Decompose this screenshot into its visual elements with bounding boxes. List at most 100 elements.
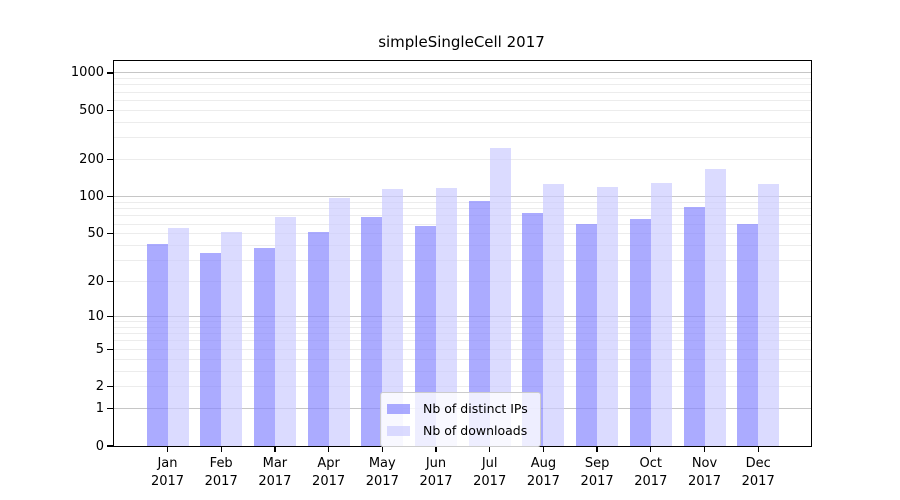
y-axis-tick-label: 200 [79, 152, 104, 168]
bar-distinct-ips-may [361, 216, 383, 446]
x-axis-tick-label: Jul 2017 [473, 456, 507, 489]
y-axis-tick [107, 196, 113, 198]
legend-item-downloads: Nb of downloads [387, 421, 528, 440]
legend-label-downloads: Nb of downloads [423, 423, 528, 438]
minor-gridline [114, 109, 811, 111]
bar-distinct-ips-jan [146, 244, 168, 446]
bar-distinct-ips-dec [737, 224, 759, 446]
x-axis-tick [166, 446, 169, 452]
bar-downloads-jan [167, 227, 189, 446]
y-axis-tick-label: 1 [95, 401, 104, 417]
x-axis-tick [489, 446, 491, 452]
bar-distinct-ips-apr [307, 231, 329, 446]
minor-gridline [114, 91, 811, 93]
x-axis-tick [703, 446, 706, 452]
legend-item-distinct-ips: Nb of distinct IPs [387, 399, 528, 418]
y-axis-tick-label: 5 [95, 341, 104, 357]
minor-gridline [114, 137, 811, 139]
y-axis-tick-label: 0 [95, 438, 104, 454]
minor-gridline [114, 121, 811, 123]
y-axis-tick [107, 315, 113, 318]
y-axis-tick [107, 445, 113, 447]
y-axis-tick [107, 233, 113, 235]
minor-gridline [114, 233, 811, 235]
major-gridline [114, 72, 811, 74]
minor-gridline [114, 208, 811, 210]
minor-gridline [114, 321, 811, 323]
y-axis-tick-label: 50 [87, 226, 104, 242]
y-axis-tick [107, 109, 113, 111]
bar-downloads-apr [328, 198, 350, 446]
minor-gridline [114, 99, 811, 101]
y-axis-tick-label: 100 [79, 189, 104, 205]
x-axis-tick [650, 446, 652, 452]
bar-distinct-ips-sep [576, 224, 598, 446]
x-axis-tick-label: Dec 2017 [741, 456, 775, 489]
x-axis-tick-label: Sep 2017 [580, 456, 614, 489]
minor-gridline [114, 223, 811, 225]
y-axis-tick [107, 407, 113, 410]
legend-swatch-downloads [387, 425, 410, 436]
minor-gridline [114, 244, 811, 246]
bar-downloads-jun [436, 187, 457, 446]
minor-gridline [114, 201, 811, 203]
x-axis-tick-label: Mar 2017 [258, 456, 292, 489]
x-axis-tick-label: Feb 2017 [204, 456, 238, 489]
minor-gridline [114, 370, 811, 372]
x-axis-tick [542, 446, 545, 452]
plot-area: Nb of distinct IPs Nb of downloads 0 1 2 5 1… [71, 60, 812, 489]
bar-downloads-mar [274, 216, 296, 446]
y-axis-tick [107, 280, 113, 283]
bar-distinct-ips-jun [415, 225, 436, 446]
minor-gridline [114, 215, 811, 217]
bar-distinct-ips-oct [629, 218, 651, 446]
minor-gridline [114, 348, 811, 350]
y-axis-tick-label: 1000 [70, 65, 104, 81]
bar-distinct-ips-nov [683, 206, 705, 446]
minor-gridline [114, 78, 811, 80]
minor-gridline [114, 159, 811, 161]
bar-downloads-dec [758, 183, 780, 446]
bar-distinct-ips-mar [253, 248, 275, 446]
bar-downloads-feb [221, 231, 243, 446]
y-axis-tick [107, 386, 113, 388]
y-axis-tick [107, 348, 113, 350]
y-axis-tick-label: 20 [87, 274, 104, 290]
minor-gridline [114, 281, 811, 283]
minor-gridline [114, 386, 811, 388]
y-axis-tick-label: 10 [87, 309, 104, 324]
legend-label-distinct-ips: Nb of distinct IPs [423, 401, 528, 416]
major-gridline [114, 316, 811, 318]
chart-title: simpleSingleCell 2017 [378, 33, 545, 51]
bar-downloads-jul [489, 148, 511, 446]
y-axis-tick [107, 158, 113, 161]
minor-gridline [114, 340, 811, 342]
bar-downloads-aug [543, 184, 565, 446]
minor-gridline [114, 326, 811, 328]
major-gridline [114, 196, 811, 198]
x-axis-tick-label: Aug 2017 [526, 456, 560, 489]
bar-downloads-may [382, 189, 404, 446]
minor-gridline [114, 84, 811, 86]
x-axis-tick [596, 446, 598, 452]
x-axis-tick [435, 446, 437, 452]
bar-downloads-sep [597, 186, 619, 446]
x-axis-tick [220, 446, 222, 452]
x-axis-tick [757, 446, 759, 452]
minor-gridline [114, 358, 811, 360]
y-axis-tick-label: 500 [79, 102, 104, 118]
bar-downloads-oct [650, 182, 672, 446]
legend: Nb of distinct IPs Nb of downloads [380, 392, 541, 447]
legend-swatch-distinct-ips [387, 403, 410, 414]
x-axis-tick-label: Nov 2017 [687, 456, 722, 489]
x-axis-tick-label: Oct 2017 [634, 456, 668, 489]
x-axis-tick [327, 446, 330, 452]
x-axis-tick [274, 446, 276, 452]
x-axis-tick-label: Jan 2017 [150, 456, 185, 489]
bar-distinct-ips-feb [200, 252, 222, 446]
x-axis-tick [381, 446, 383, 452]
y-axis-tick [107, 72, 113, 74]
bar-distinct-ips-aug [522, 212, 544, 446]
minor-gridline [114, 260, 811, 262]
